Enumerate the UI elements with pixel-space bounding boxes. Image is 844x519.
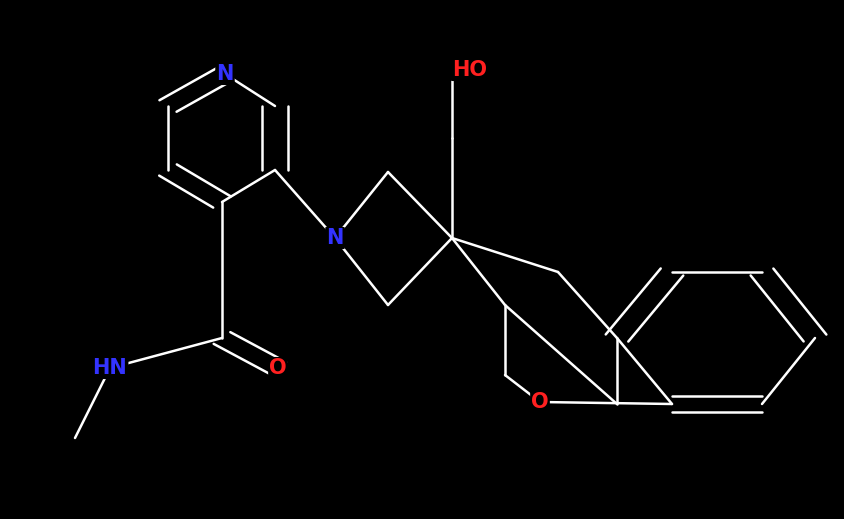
- Text: O: O: [269, 358, 286, 378]
- Text: HN: HN: [93, 358, 127, 378]
- Text: N: N: [326, 228, 344, 248]
- Text: N: N: [216, 64, 234, 84]
- Text: HO: HO: [452, 60, 486, 80]
- Text: O: O: [531, 392, 548, 412]
